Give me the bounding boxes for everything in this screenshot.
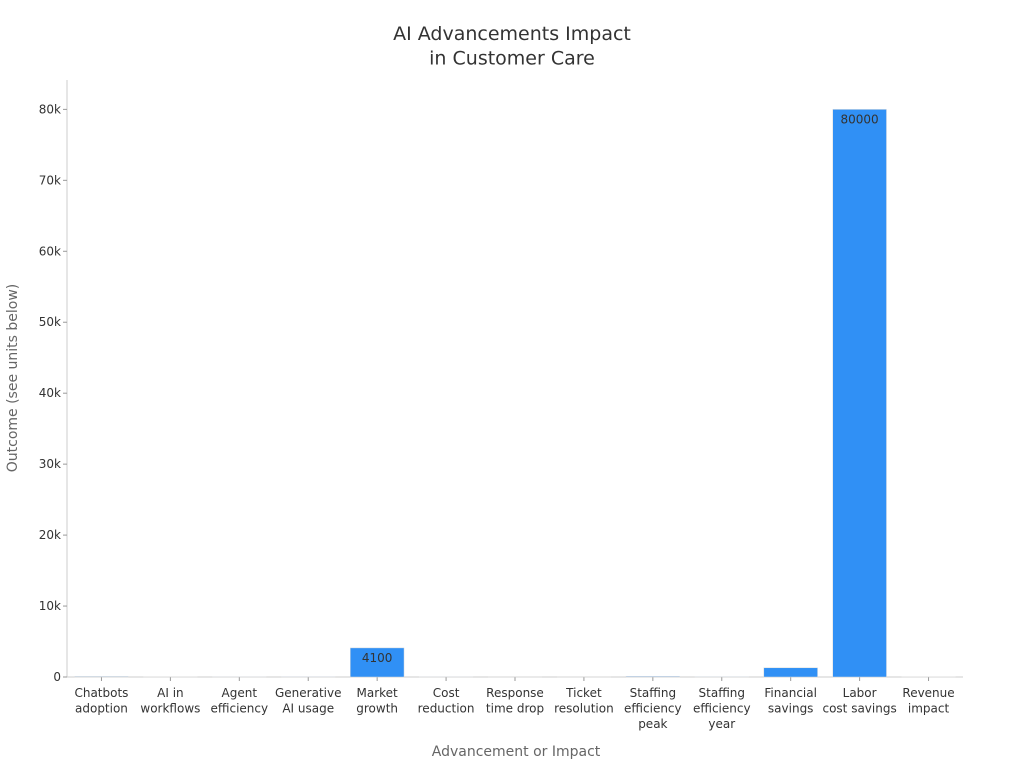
x-tick-label: Market growth [356,686,398,716]
value-label: 80000 [841,112,879,126]
y-tick-label: 80k [39,102,61,116]
x-tick-label: Labor cost savings [822,686,896,716]
y-tick-label: 30k [39,457,61,471]
bar [625,676,680,678]
x-tick-label: AI in workflows [140,686,200,716]
x-tick-label: Generative AI usage [275,686,341,716]
x-tick-label: Chatbots adoption [74,686,128,716]
x-tick-label: Cost reduction [418,686,475,716]
x-tick-label: Revenue impact [902,686,954,716]
bar [832,109,887,678]
y-tick-label: 50k [39,315,61,329]
y-tick-label: 60k [39,244,61,258]
y-tick-label: 40k [39,386,61,400]
bar [763,667,818,678]
x-axis-label: Advancement or Impact [432,744,601,760]
y-tick-label: 70k [39,173,61,187]
chart-title: AI Advancements Impact in Customer Care [393,23,631,70]
x-tick-label: Ticket resolution [554,686,614,716]
bar [350,647,405,678]
x-tick-label: Financial savings [764,686,817,716]
y-axis-label: Outcome (see units below) [5,284,21,473]
x-tick-label: Agent efficiency [211,686,269,716]
y-tick-label: 10k [39,599,61,613]
x-tick-label: Response time drop [486,686,544,716]
y-tick-label: 20k [39,528,61,542]
y-tick-label: 0 [53,670,61,684]
x-tick-label: Staffing efficiency year [693,686,751,731]
bar [74,676,129,678]
x-tick-label: Staffing efficiency peak [624,686,682,731]
value-label: 4100 [362,651,393,665]
